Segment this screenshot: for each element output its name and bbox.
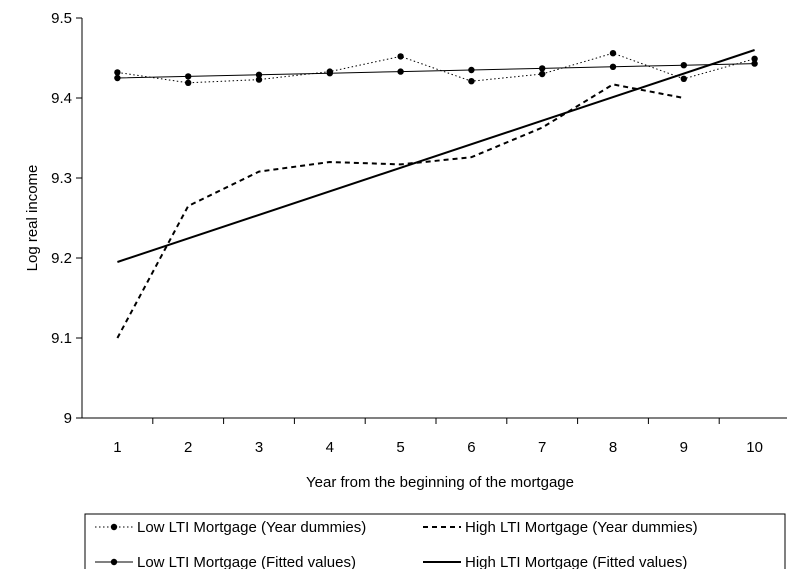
legend-item: High LTI Mortgage (Year dummies) xyxy=(423,519,698,536)
x-tick-label: 8 xyxy=(609,439,617,456)
data-point xyxy=(114,74,121,82)
y-tick-label: 9 xyxy=(64,410,72,427)
x-tick-label: 6 xyxy=(467,439,475,456)
x-tick-label: 9 xyxy=(680,439,688,456)
x-tick-label: 4 xyxy=(326,439,334,456)
data-point xyxy=(609,63,617,70)
data-point xyxy=(185,73,192,80)
y-tick-label: 9.1 xyxy=(51,330,72,347)
series-line xyxy=(117,63,755,79)
data-point xyxy=(539,70,546,78)
y-axis-label: Log real income xyxy=(24,165,41,272)
x-axis-label: Year from the beginning of the mortgage xyxy=(306,474,574,491)
legend-items: Low LTI Mortgage (Year dummies) High LTI … xyxy=(95,519,698,569)
y-ticks: 9 9.1 9.2 9.3 9.4 9.5 xyxy=(51,10,82,427)
y-tick-label: 9.5 xyxy=(51,10,72,27)
data-point xyxy=(680,61,687,69)
data-point xyxy=(751,60,758,67)
data-point xyxy=(468,78,475,85)
legend: Low LTI Mortgage (Year dummies) High LTI … xyxy=(84,513,786,569)
legend-label: High LTI Mortgage (Year dummies) xyxy=(465,519,698,536)
legend-item: Low LTI Mortgage (Year dummies) xyxy=(95,519,366,536)
legend-item: High LTI Mortgage (Fitted values) xyxy=(423,554,687,569)
series-low-lti-mortgage-fitted-values xyxy=(114,60,758,82)
series-high-lti-mortgage-year-dummies xyxy=(116,83,684,339)
series-line xyxy=(117,52,755,84)
plot-area: 9 9.1 9.2 9.3 9.4 9.5 1 2 3 4 5 6 7 8 9 10 xyxy=(51,10,787,456)
series-low-lti-mortgage-year-dummies xyxy=(114,50,758,87)
x-tick-label: 3 xyxy=(255,439,263,456)
legend-box xyxy=(84,513,786,569)
legend-item: Low LTI Mortgage (Fitted values) xyxy=(95,554,356,569)
data-point xyxy=(539,65,546,72)
y-tick-label: 9.4 xyxy=(51,90,72,107)
legend-label: High LTI Mortgage (Fitted values) xyxy=(465,554,687,569)
x-tick-label: 2 xyxy=(184,439,192,456)
data-point xyxy=(680,75,687,83)
x-tick-label: 7 xyxy=(538,439,546,456)
data-point xyxy=(185,79,192,87)
series-line xyxy=(116,83,684,339)
series-high-lti-mortgage-fitted-values xyxy=(117,49,755,263)
legend-label: Low LTI Mortgage (Fitted values) xyxy=(137,554,356,569)
legend-marker xyxy=(110,558,118,566)
data-point xyxy=(255,71,263,79)
data-point xyxy=(609,50,617,57)
series-line xyxy=(117,49,755,263)
x-ticks: 1 2 3 4 5 6 7 8 9 10 xyxy=(113,418,763,456)
data-point xyxy=(397,68,404,75)
data-point xyxy=(255,76,263,83)
y-tick-label: 9.3 xyxy=(51,170,72,187)
data-point xyxy=(397,53,404,60)
data-point xyxy=(326,68,333,75)
series-layer xyxy=(114,49,758,339)
data-point xyxy=(114,69,121,76)
y-tick-label: 9.2 xyxy=(51,250,72,267)
x-tick-label: 5 xyxy=(396,439,404,456)
legend-marker xyxy=(110,523,118,531)
data-point xyxy=(751,55,758,62)
x-tick-label: 10 xyxy=(746,439,763,456)
x-tick-label: 1 xyxy=(113,439,121,456)
legend-label: Low LTI Mortgage (Year dummies) xyxy=(137,519,366,536)
data-point xyxy=(468,66,475,74)
